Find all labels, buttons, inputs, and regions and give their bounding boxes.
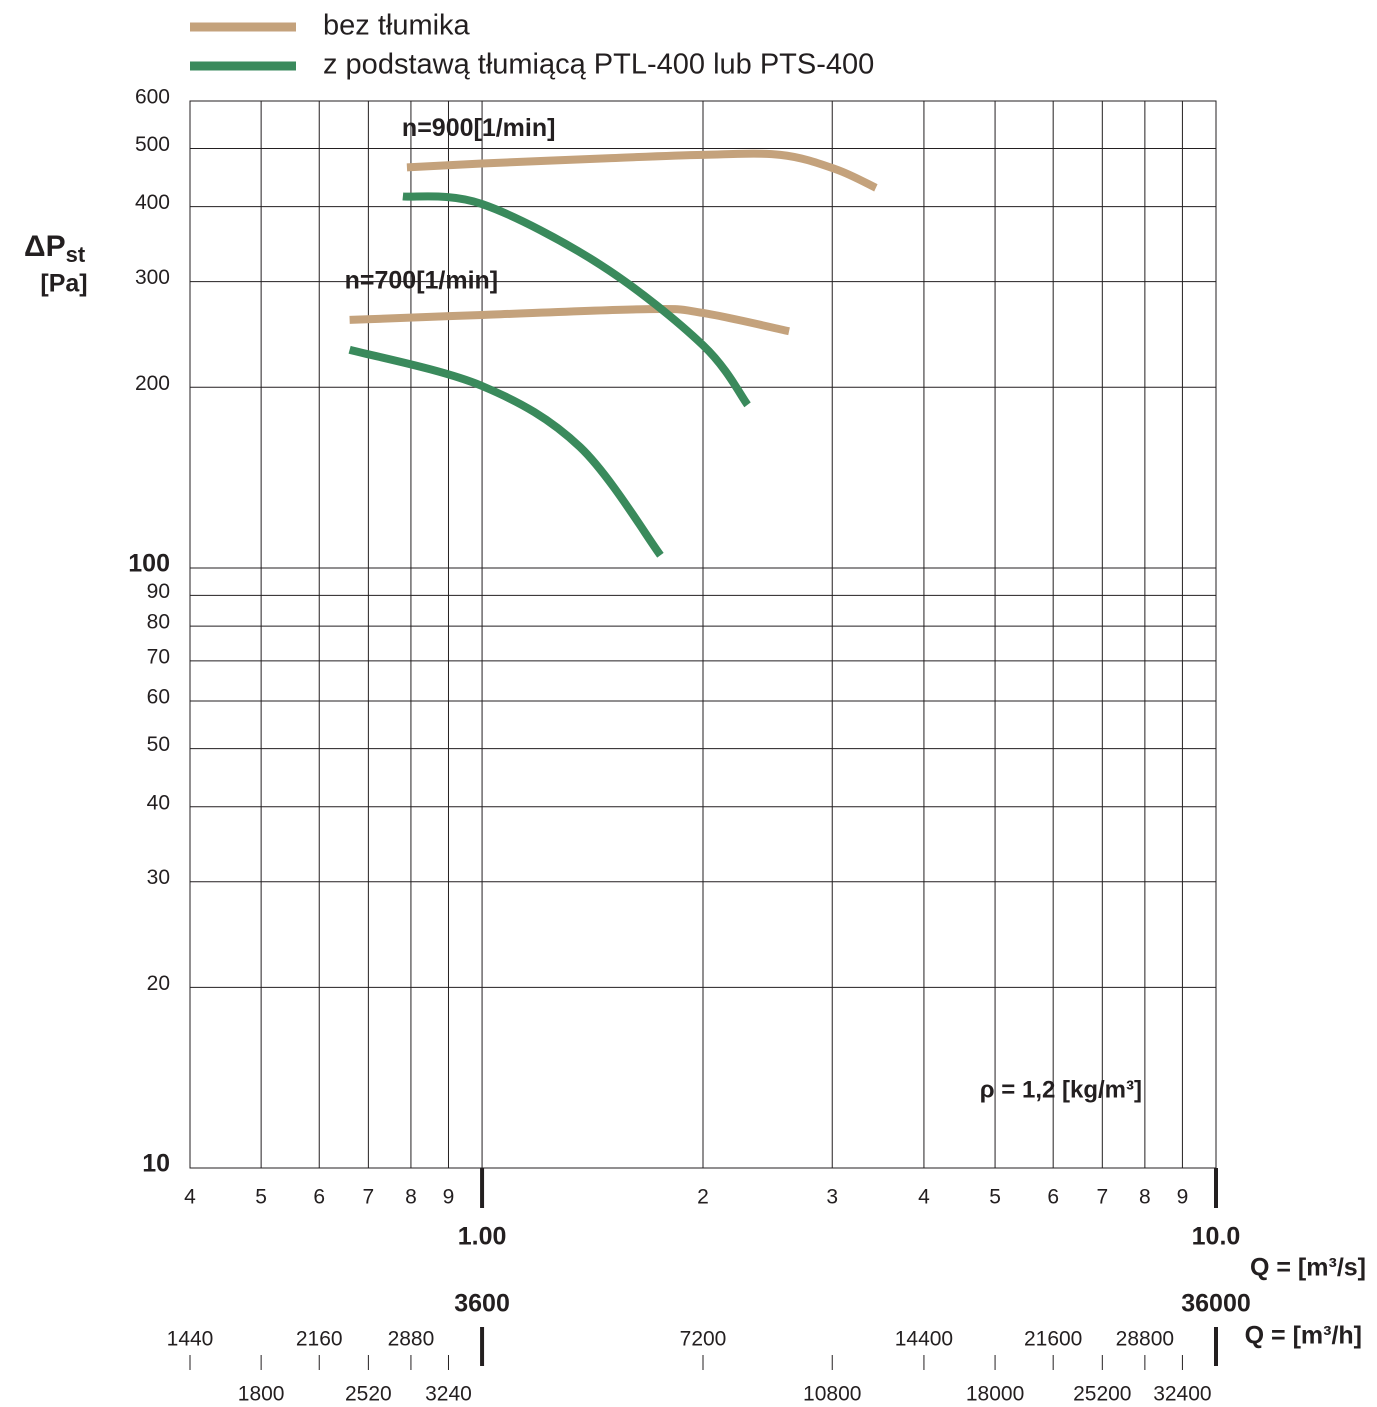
y-tick-label: 200 [135,372,170,395]
y-tick-label: 300 [135,266,170,289]
y-tick-label: 50 [147,733,170,756]
x2-tick-label: 3240 [425,1383,472,1406]
x-label: Q = [m³/s] [1250,1254,1366,1282]
y-tick-label: 500 [135,133,170,156]
x2-tick-label: 36000 [1181,1290,1251,1318]
x-tick-label: 5 [255,1186,267,1209]
y-tick-label: 400 [135,191,170,214]
curve [349,305,790,336]
y-tick-label: 600 [135,86,170,109]
y-tick-label: 60 [147,686,170,709]
y-label-sub: st [66,242,86,267]
y-label-main: ΔP [24,230,66,263]
x-tick-label: 5 [989,1186,1001,1209]
y-tick-label: 30 [147,866,170,889]
x2-tick-label: 2520 [345,1383,392,1406]
y-tick-label: 100 [128,550,170,578]
x2-tick-label: 18000 [966,1383,1024,1406]
x2-tick-label: 2160 [296,1328,343,1351]
x2-tick-label: 1800 [238,1383,285,1406]
x2-tick-label: 28800 [1116,1328,1174,1351]
x-tick-label: 4 [918,1186,930,1209]
y-tick-label: 20 [147,972,170,995]
y-label-unit: [Pa] [40,270,87,298]
x2-tick-label: 14400 [895,1328,953,1351]
x2-tick-label: 32400 [1153,1383,1211,1406]
x2-label: Q = [m³/h] [1245,1322,1362,1350]
x-tick-label: 10.0 [1192,1223,1241,1251]
x-tick-label: 4 [184,1186,196,1209]
x-tick-label: 9 [443,1186,455,1209]
x2-tick-label: 21600 [1024,1328,1082,1351]
x2-tick-label: 7200 [680,1328,727,1351]
y-tick-label: 40 [147,791,170,814]
y-label: ΔPst [24,230,86,267]
legend-label: bez tłumika [323,10,471,42]
x2-tick-label: 1440 [167,1328,214,1351]
curve [406,149,878,192]
x2-tick-label: 2880 [388,1328,435,1351]
plot-frame [189,100,1217,1169]
y-tick-label: 70 [147,645,170,668]
curve [348,345,664,558]
x-tick-label: 3 [826,1186,838,1209]
x-tick-label: 7 [363,1186,375,1209]
curve-label: n=700[1/min] [345,267,499,295]
x-tick-label: 7 [1096,1186,1108,1209]
y-tick-label: 80 [147,611,170,634]
curve [402,192,751,408]
legend-label: z podstawą tłumiącą PTL-400 lub PTS-400 [323,49,874,81]
x-tick-label: 8 [405,1186,417,1209]
x2-tick-label: 10800 [803,1383,861,1406]
x2-tick-label: 3600 [454,1290,510,1318]
y-tick-label: 10 [142,1150,170,1178]
x-tick-label: 2 [697,1186,709,1209]
x-tick-label: 9 [1177,1186,1189,1209]
x-tick-label: 6 [1047,1186,1059,1209]
y-tick-label: 90 [147,580,170,603]
x2-tick-label: 25200 [1073,1383,1131,1406]
curve-label: n=900[1/min] [402,114,556,142]
x-tick-label: 8 [1139,1186,1151,1209]
x-tick-label: 6 [313,1186,325,1209]
x-tick-label: 1.00 [458,1223,507,1251]
annotation: ρ = 1,2 [kg/m³] [980,1076,1142,1103]
